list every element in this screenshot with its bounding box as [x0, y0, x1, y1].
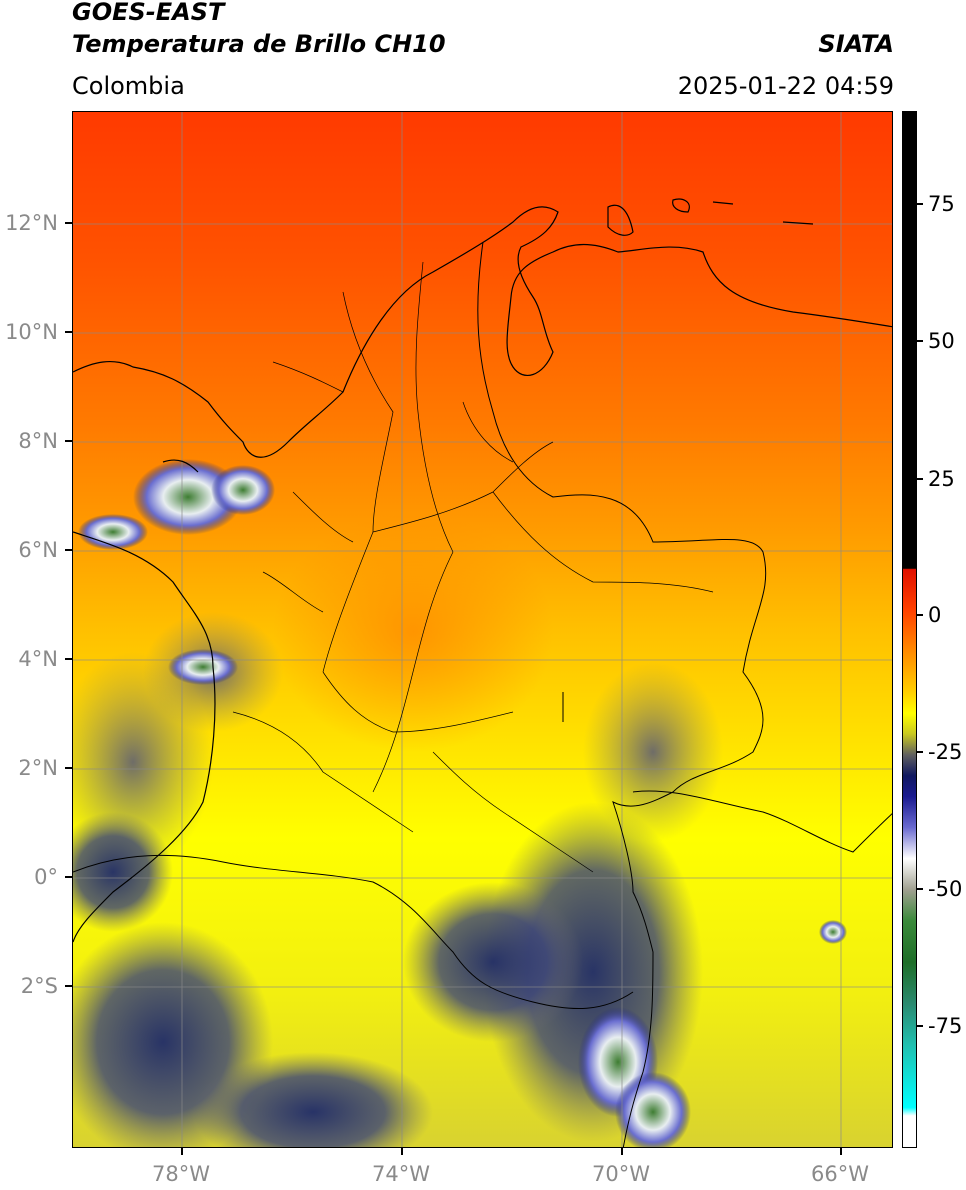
colorbar: [902, 111, 917, 1148]
lat-label-2s: 2°S: [20, 974, 58, 998]
lon-label-78w: 78°W: [152, 1162, 210, 1186]
cb-tick: [917, 1025, 923, 1027]
cold-top-uraba: [211, 465, 275, 515]
lat-tick: [65, 440, 72, 442]
cb-tick: [917, 203, 923, 205]
lat-tick: [65, 658, 72, 660]
lat-tick: [65, 985, 72, 987]
colorbar-label-neg25: -25: [928, 740, 963, 764]
cb-tick: [917, 888, 923, 890]
cold-top-amazon-2: [615, 1072, 691, 1147]
map-canvas: [73, 112, 892, 1147]
lat-label-6n: 6°N: [18, 538, 58, 562]
lat-label-8n: 8°N: [18, 429, 58, 453]
organization-label: SIATA: [818, 30, 894, 58]
lat-label-10n: 10°N: [5, 320, 58, 344]
cb-tick: [917, 614, 923, 616]
cb-tick: [917, 751, 923, 753]
satellite-map[interactable]: [72, 111, 893, 1148]
cold-top-choco: [168, 649, 238, 685]
cloud-ecuador: [193, 1052, 433, 1147]
lat-tick: [65, 767, 72, 769]
datetime-label: 2025-01-22 04:59: [677, 72, 894, 100]
country-borders: [73, 241, 892, 1147]
lon-tick: [181, 1148, 183, 1155]
colorbar-label-50: 50: [928, 329, 955, 353]
lat-tick: [65, 331, 72, 333]
lat-tick: [65, 222, 72, 224]
colorbar-label-neg50: -50: [928, 877, 963, 901]
region-label: Colombia: [72, 72, 185, 100]
satellite-title: GOES-EAST: [72, 0, 225, 26]
cloud-vaupes: [583, 662, 723, 842]
lat-label-4n: 4°N: [18, 647, 58, 671]
coastlines: [73, 198, 892, 943]
lat-label-2n: 2°N: [18, 756, 58, 780]
colorbar-label-75: 75: [928, 192, 955, 216]
cold-top-darien: [78, 514, 148, 550]
colorbar-label-25: 25: [928, 467, 955, 491]
lon-tick: [621, 1148, 623, 1155]
lon-label-74w: 74°W: [372, 1162, 430, 1186]
lat-label-12n: 12°N: [5, 211, 58, 235]
lon-label-66w: 66°W: [811, 1162, 869, 1186]
lat-tick: [65, 876, 72, 878]
lon-tick: [840, 1148, 842, 1155]
lat-tick: [65, 549, 72, 551]
colorbar-scale: [903, 112, 916, 1147]
cloud-amazon-west: [403, 882, 583, 1042]
cb-tick: [917, 478, 923, 480]
cloud-pacific-2: [73, 812, 173, 932]
warm-region: [273, 512, 553, 752]
lon-label-70w: 70°W: [592, 1162, 650, 1186]
lon-tick: [401, 1148, 403, 1155]
lat-label-0: 0°: [34, 865, 58, 889]
department-borders: [232, 261, 714, 873]
cb-tick: [917, 340, 923, 342]
colorbar-label-0: 0: [928, 603, 942, 627]
product-title: Temperatura de Brillo CH10: [72, 30, 446, 58]
colorbar-label-neg75: -75: [928, 1014, 963, 1038]
cold-top-east: [819, 920, 847, 944]
